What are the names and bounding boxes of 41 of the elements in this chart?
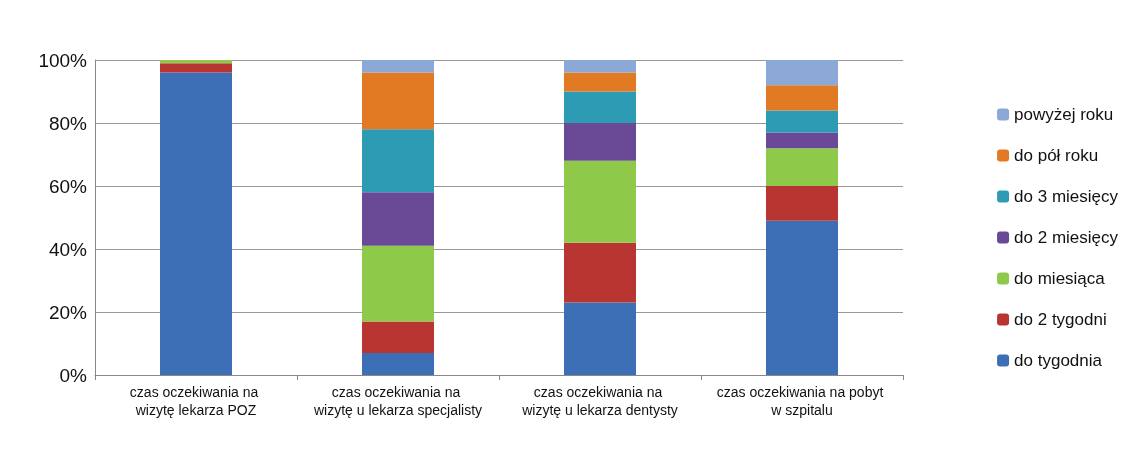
legend-label: do 2 tygodni [1014, 310, 1107, 329]
bar [564, 60, 636, 73]
bar [160, 63, 232, 73]
bar [362, 60, 434, 73]
bar [564, 72, 636, 92]
x-tick-label: czas oczekiwania na pobyt w szpitalu [716, 384, 888, 418]
bar [160, 72, 232, 375]
x-tick-label: czas oczekiwania na wizytę u lekarza specjalisty [312, 384, 483, 418]
bar [564, 302, 636, 375]
x-tick-label: czas oczekiwania na wizytę u lekarza dentysty [521, 384, 678, 418]
bar [362, 72, 434, 130]
bar [564, 160, 636, 243]
legend-label: do miesiąca [1014, 269, 1106, 288]
bar [362, 245, 434, 322]
y-tick-label: 0% [59, 364, 88, 386]
bar [766, 186, 838, 221]
bar [362, 129, 434, 193]
bar [362, 321, 434, 353]
y-tick-label: 40% [48, 238, 88, 260]
bar [766, 148, 838, 186]
bar [766, 110, 838, 133]
bar [564, 91, 636, 123]
bar [766, 85, 838, 111]
bar [362, 192, 434, 246]
legend-label: do 3 miesięcy [1014, 187, 1119, 206]
bar [160, 60, 232, 64]
y-tick-label: 20% [48, 301, 88, 323]
legend-label: powyżej roku [1014, 105, 1114, 124]
bar [564, 123, 636, 161]
y-tick-label: 100% [38, 49, 88, 71]
bar [766, 220, 838, 375]
bar [564, 242, 636, 303]
legend-label: do 2 miesięcy [1014, 228, 1119, 247]
x-tick-label: czas oczekiwania na wizytę lekarza POZ [129, 384, 263, 418]
legend-label: do tygodnia [1014, 351, 1103, 370]
y-tick-label: 80% [48, 112, 88, 134]
y-tick-label: 60% [48, 175, 88, 197]
bar [362, 352, 434, 375]
bar [766, 60, 838, 86]
legend-label: do pół roku [1014, 146, 1099, 165]
bar [766, 132, 838, 149]
